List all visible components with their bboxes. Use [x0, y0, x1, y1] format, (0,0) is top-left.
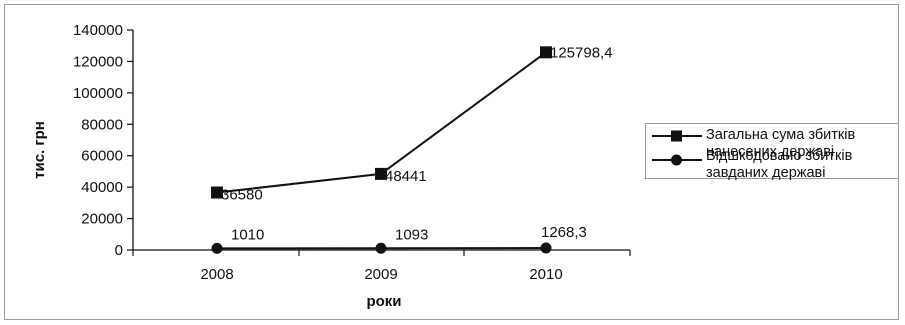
y-tick-label: 20000 — [81, 211, 123, 228]
x-tick-label: 2010 — [529, 266, 562, 283]
y-tick-label: 80000 — [81, 116, 123, 133]
data-point-circle — [211, 242, 223, 254]
data-label: 125798,4 — [550, 44, 613, 61]
y-tick-label: 140000 — [73, 22, 123, 39]
y-tick-label: 100000 — [73, 85, 123, 102]
data-label: 1268,3 — [541, 224, 587, 241]
data-point-square — [211, 186, 223, 199]
data-point-circle — [540, 242, 552, 254]
legend-label-total-damage: Загальна сума збитків нанесених державі — [706, 127, 856, 160]
y-axis-title: тис. грн — [31, 121, 48, 179]
y-tick-label: 0 — [115, 242, 123, 259]
chart-series: 36580 48441 125798,4 1010 1093 1268,3 — [211, 44, 613, 254]
x-axis-title: роки — [366, 293, 401, 310]
data-point-circle — [375, 242, 387, 254]
data-label: 48441 — [385, 168, 427, 185]
data-point-square — [540, 46, 552, 59]
legend-label-compensated: Відшкодовано збитків завданих державі — [706, 148, 853, 181]
chart-axes — [127, 29, 631, 256]
data-label: 1010 — [231, 226, 264, 243]
x-tick-label: 2008 — [200, 266, 233, 283]
y-tick-label: 40000 — [81, 179, 123, 196]
x-tick-label: 2009 — [364, 266, 397, 283]
legend-key-square-icon — [652, 130, 702, 142]
y-tick-label: 60000 — [81, 148, 123, 165]
chart-legend: Загальна сума збитків нанесених державі … — [645, 123, 899, 181]
data-label: 1093 — [395, 226, 428, 243]
y-tick-labels: 0 20000 40000 60000 80000 100000 120000 140000 — [73, 22, 123, 259]
y-tick-label: 120000 — [73, 53, 123, 70]
data-label: 36580 — [221, 187, 263, 204]
x-tick-labels: 2008 2009 2010 — [200, 266, 562, 283]
data-point-square — [375, 167, 387, 180]
legend-key-circle-icon — [652, 154, 702, 166]
